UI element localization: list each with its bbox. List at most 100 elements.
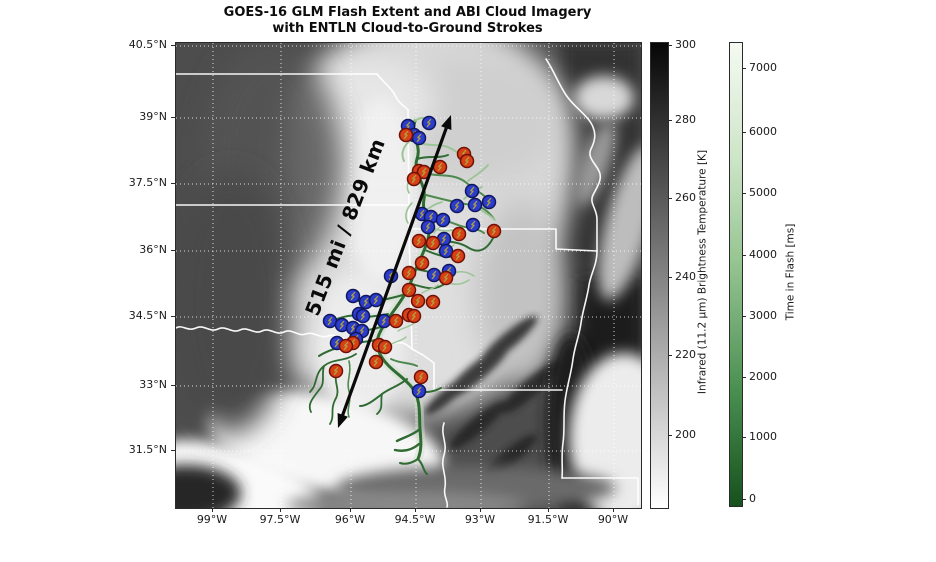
negative-cg-stroke-marker — [438, 243, 454, 259]
lightning-glyph — [428, 212, 434, 222]
flash-time-colorbar — [729, 42, 743, 507]
longitude-tick-mark — [212, 508, 213, 512]
colorbar-tick-label: 5000 — [749, 185, 777, 199]
positive-cg-stroke-marker — [406, 171, 422, 187]
lightning-glyph — [455, 251, 461, 261]
lightning-glyph — [486, 197, 492, 207]
lightning-glyph — [443, 246, 449, 256]
satellite-map — [176, 43, 641, 508]
lightning-glyph — [430, 238, 436, 248]
figure-title-line1: GOES-16 GLM Flash Extent and ABI Cloud I… — [223, 5, 592, 20]
latitude-tick-mark — [171, 250, 175, 251]
flash-extent-trace — [329, 373, 339, 425]
lightning-glyph — [430, 297, 436, 307]
lightning-glyph — [454, 201, 460, 211]
state-border-line — [408, 228, 598, 252]
colorbar-tick-label: 3000 — [749, 309, 777, 323]
colorbar-tick-label: 200 — [675, 427, 696, 441]
latitude-tick-label: 39°N — [139, 110, 167, 123]
negative-cg-stroke-marker — [449, 198, 465, 214]
figure-title: GOES-16 GLM Flash Extent and ABI Cloud I… — [175, 5, 640, 37]
latitude-tick-mark — [171, 45, 175, 46]
colorbar-tick-mark — [742, 192, 746, 194]
negative-cg-stroke-marker — [421, 115, 437, 131]
colorbar-tick-mark — [742, 131, 746, 133]
arrow-head — [337, 412, 348, 428]
longitude-tick-label: 99°W — [196, 513, 228, 526]
state-borders — [176, 58, 639, 508]
colorbar-tick-label: 220 — [675, 347, 696, 361]
negative-cg-stroke-marker — [411, 130, 427, 146]
latitude-tick-label: 36°N — [139, 243, 167, 256]
positive-cg-stroke-marker — [401, 265, 417, 281]
lightning-glyph — [416, 236, 422, 246]
positive-cg-stroke-marker — [450, 248, 466, 264]
negative-cg-stroke-marker — [464, 183, 480, 199]
negative-cg-stroke-marker — [465, 217, 481, 233]
lightning-glyph — [470, 220, 476, 230]
negative-cg-stroke-marker — [435, 212, 451, 228]
colorbar-tick-label: 260 — [675, 190, 696, 204]
positive-cg-stroke-marker — [377, 339, 393, 355]
lightning-glyph — [437, 162, 443, 172]
positive-cg-stroke-marker — [411, 233, 427, 249]
longitude-tick-label: 91.5°W — [527, 513, 569, 526]
lightning-glyph — [431, 270, 437, 280]
lightning-glyph — [406, 285, 412, 295]
lightning-glyph — [425, 222, 431, 232]
lightning-glyph — [363, 297, 369, 307]
negative-cg-stroke-marker — [467, 197, 483, 213]
flash-extent-trace — [390, 358, 418, 367]
positive-cg-stroke-marker — [398, 127, 414, 143]
negative-cg-stroke-marker — [345, 288, 361, 304]
colorbar-tick-mark — [668, 44, 672, 46]
figure-title-line2: with ENTLN Cloud-to-Ground Strokes — [272, 21, 543, 36]
lightning-glyph — [334, 338, 340, 348]
colorbar-tick-mark — [668, 276, 672, 278]
colorbar-tick-label: 1000 — [749, 429, 777, 443]
latitude-tick-mark — [171, 316, 175, 317]
lightning-glyph — [333, 366, 339, 376]
distance-arrow — [337, 115, 452, 428]
arrow-head — [441, 115, 452, 131]
flash-extent-trace — [347, 360, 351, 418]
latitude-tick-label: 37.5°N — [128, 176, 167, 189]
longitude-tick-label: 97.5°W — [259, 513, 301, 526]
lightning-glyph — [464, 156, 470, 166]
negative-cg-stroke-marker — [355, 308, 371, 324]
latitude-tick-mark — [171, 450, 175, 451]
longitude-tick-mark — [480, 508, 481, 512]
colorbar-tick-label: 0 — [749, 491, 756, 505]
lightning-glyph — [373, 295, 379, 305]
lightning-glyph — [360, 311, 366, 321]
lightning-glyph — [343, 341, 349, 351]
colorbar-tick-mark — [742, 316, 746, 318]
positive-cg-stroke-marker — [414, 255, 430, 271]
colorbar-tick-mark — [742, 436, 746, 438]
positive-cg-stroke-marker — [432, 159, 448, 175]
positive-cg-stroke-marker — [401, 282, 417, 298]
colorbar-tick-label: 240 — [675, 269, 696, 283]
negative-cg-stroke-marker — [368, 292, 384, 308]
latitude-tick-label: 31.5°N — [128, 443, 167, 456]
lightning-glyph — [350, 291, 356, 301]
lightning-glyph — [327, 316, 333, 326]
lightning-glyph — [469, 186, 475, 196]
longitude-tick-label: 90°W — [597, 513, 629, 526]
lightning-glyph — [373, 357, 379, 367]
lightning-glyph — [393, 316, 399, 326]
colorbar-tick-label: 4000 — [749, 247, 777, 261]
positive-cg-stroke-marker — [451, 226, 467, 242]
positive-cg-stroke-marker — [425, 294, 441, 310]
negative-cg-stroke-marker — [420, 219, 436, 235]
positive-cg-stroke-marker — [425, 235, 441, 251]
negative-cg-stroke-marker — [322, 313, 338, 329]
lightning-glyph — [419, 258, 425, 268]
longitude-tick-label: 93°W — [464, 513, 496, 526]
lightning-glyph — [359, 326, 365, 336]
lightning-glyph — [418, 372, 424, 382]
colorbar-tick-label: 280 — [675, 113, 696, 127]
lightning-glyph — [381, 316, 387, 326]
lightning-glyph — [406, 268, 412, 278]
positive-cg-stroke-marker — [459, 153, 475, 169]
